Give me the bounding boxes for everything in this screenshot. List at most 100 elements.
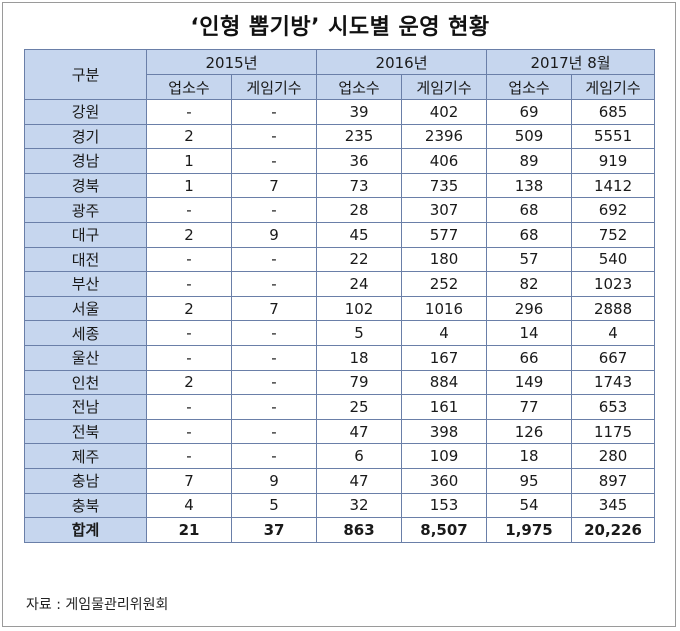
region-label: 전남 — [24, 394, 147, 420]
table-cell: 5551 — [571, 123, 656, 150]
total-cell: 20,226 — [571, 517, 656, 543]
table-row: 서울 2 7 102 1016 296 2888 — [24, 295, 656, 322]
table-cell: 752 — [571, 221, 656, 248]
table-row: 충북 4 5 32 153 54 345 — [24, 492, 656, 519]
total-cell: 8,507 — [401, 517, 488, 543]
table-cell: 47 — [316, 467, 403, 494]
table-row: 경북 1 7 73 735 138 1412 — [24, 172, 656, 199]
total-cell: 863 — [316, 517, 403, 543]
source-note: 자료 : 게임물관리위원회 — [26, 597, 169, 613]
region-label: 제주 — [24, 443, 147, 469]
table-cell: - — [230, 344, 318, 371]
table-cell: 9 — [230, 467, 318, 494]
table-row: 전북 - -47 398 126 1175 — [24, 418, 656, 445]
region-label: 인천 — [24, 369, 147, 396]
region-label: 울산 — [24, 344, 147, 371]
table-cell: 45 — [316, 221, 403, 248]
period-header: 2017년 8월 — [486, 49, 656, 75]
table-cell: 102 — [316, 295, 403, 322]
region-label: 대전 — [24, 246, 147, 273]
table-cell: - — [230, 271, 318, 297]
table-cell: 32 — [316, 492, 403, 519]
table-cell: 14 — [486, 320, 573, 346]
table-cell: 653 — [571, 394, 656, 420]
table-cell: 685 — [571, 99, 656, 125]
period-header: 2015년 — [145, 49, 318, 75]
table-row: 제주 - -6 109 18 280 — [24, 443, 656, 469]
subcolumn-header: 업소수 — [146, 74, 232, 100]
table-cell: 2 — [146, 221, 232, 248]
table-row: 부산 - -24 252 82 1023 — [24, 271, 656, 297]
region-label: 충북 — [24, 492, 147, 519]
table-cell: - — [146, 320, 232, 346]
table-cell: 109 — [401, 443, 488, 469]
table-cell: - — [230, 246, 318, 273]
table-cell: - — [146, 99, 232, 125]
table-cell: 66 — [486, 344, 573, 371]
total-cell: 21 — [146, 517, 232, 543]
header-row-subcolumns: 업소수 게임기수 업소수 게임기수 업소수 게임기수 — [25, 74, 656, 100]
table-cell: - — [146, 246, 232, 273]
total-row: 합계 21 37 863 8,507 1,975 20,226 — [24, 517, 656, 543]
table-cell: 1743 — [571, 369, 656, 396]
subcolumn-header: 업소수 — [486, 74, 573, 100]
table-cell: 7 — [230, 295, 318, 322]
region-label: 전북 — [24, 418, 147, 445]
table-cell: 235 — [316, 123, 403, 150]
table-cell: 360 — [401, 467, 488, 494]
table-row: 광주 - -28 307 68 692 — [24, 197, 656, 223]
table-cell: 24 — [316, 271, 403, 297]
region-label: 세종 — [24, 320, 147, 346]
table-cell: 25 — [316, 394, 403, 420]
subcolumn-header: 게임기수 — [571, 74, 656, 100]
table-cell: 402 — [401, 99, 488, 125]
table-cell: 1016 — [401, 295, 488, 322]
table-cell: - — [230, 123, 318, 150]
table-cell: - — [230, 320, 318, 346]
region-label: 강원 — [24, 99, 147, 125]
total-cell: 1,975 — [486, 517, 573, 543]
table-cell: 252 — [401, 271, 488, 297]
table-cell: 1175 — [571, 418, 656, 445]
table-cell: 540 — [571, 246, 656, 273]
table-cell: 73 — [316, 172, 403, 199]
table-cell: 6 — [316, 443, 403, 469]
table-cell: 280 — [571, 443, 656, 469]
region-label: 경북 — [24, 172, 147, 199]
table-cell: 296 — [486, 295, 573, 322]
region-label: 충남 — [24, 467, 147, 494]
table-cell: 126 — [486, 418, 573, 445]
table-cell: 161 — [401, 394, 488, 420]
table-cell: - — [230, 369, 318, 396]
table-cell: 509 — [486, 123, 573, 150]
table-cell: 577 — [401, 221, 488, 248]
table-cell: 57 — [486, 246, 573, 273]
table-cell: 167 — [401, 344, 488, 371]
table-cell: 692 — [571, 197, 656, 223]
subcolumn-header: 게임기수 — [401, 74, 488, 100]
table-row: 경기 2-235 2396 509 5551 — [24, 123, 656, 150]
table-cell: 307 — [401, 197, 488, 223]
table-cell: - — [146, 418, 232, 445]
table-cell: - — [146, 394, 232, 420]
table-cell: 7 — [230, 172, 318, 199]
table-cell: - — [230, 443, 318, 469]
table-cell: 2 — [146, 369, 232, 396]
table-cell: 2 — [146, 295, 232, 322]
table-cell: 4 — [146, 492, 232, 519]
table-cell: 345 — [571, 492, 656, 519]
region-label: 경남 — [24, 148, 147, 174]
total-cell: 37 — [230, 517, 318, 543]
table-cell: 919 — [571, 148, 656, 174]
table-cell: 153 — [401, 492, 488, 519]
table-cell: 18 — [316, 344, 403, 371]
table-cell: 667 — [571, 344, 656, 371]
row-header-label: 구분 — [24, 49, 147, 100]
table-cell: 2 — [146, 123, 232, 150]
table-cell: 36 — [316, 148, 403, 174]
table-cell: 2888 — [571, 295, 656, 322]
region-label: 서울 — [24, 295, 147, 322]
table-cell: 28 — [316, 197, 403, 223]
region-label: 대구 — [24, 221, 147, 248]
table-cell: - — [230, 197, 318, 223]
